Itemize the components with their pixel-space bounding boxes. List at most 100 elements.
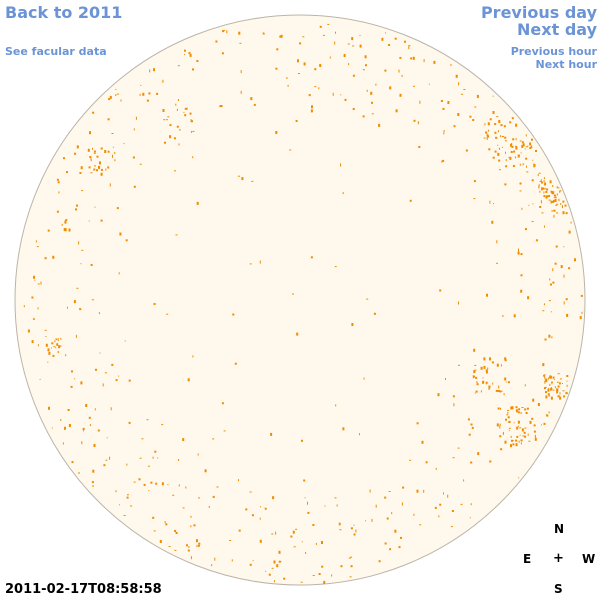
- facula-point: [89, 424, 91, 427]
- facula-point: [485, 383, 487, 385]
- facula-point: [541, 181, 544, 184]
- facula-point: [541, 424, 542, 426]
- facula-point: [528, 440, 531, 442]
- facula-point: [93, 152, 96, 154]
- facula-point: [297, 73, 300, 74]
- facula-point: [460, 93, 463, 95]
- facula-point: [39, 379, 41, 380]
- facula-point: [513, 150, 516, 153]
- previous-hour-link[interactable]: Previous hour: [510, 45, 597, 58]
- facula-point: [513, 422, 515, 424]
- facula-point: [500, 390, 503, 392]
- facula-point: [443, 492, 444, 495]
- facula-point: [516, 426, 519, 430]
- back-to-year-link[interactable]: Back to 2011: [5, 3, 123, 22]
- facula-point: [502, 431, 504, 435]
- facula-point: [558, 382, 561, 385]
- facula-point: [473, 180, 476, 183]
- facula-point: [275, 131, 278, 134]
- facula-point: [545, 395, 548, 399]
- facula-point: [550, 283, 552, 286]
- facula-point: [334, 497, 337, 499]
- facula-point: [169, 124, 172, 127]
- facula-point: [110, 407, 112, 411]
- next-hour-link[interactable]: Next hour: [535, 58, 598, 71]
- facula-point: [65, 354, 67, 357]
- facula-point: [133, 128, 135, 131]
- facula-point: [503, 393, 505, 396]
- facula-point: [508, 427, 511, 429]
- facula-point: [88, 416, 91, 419]
- facula-point: [546, 188, 549, 191]
- facula-point: [85, 404, 88, 407]
- previous-day-link[interactable]: Previous day: [480, 3, 597, 22]
- facula-point: [237, 175, 240, 177]
- facula-point: [399, 93, 402, 97]
- facula-point: [492, 111, 495, 114]
- facula-point: [179, 128, 181, 131]
- facula-point: [80, 166, 83, 170]
- facula-point: [103, 464, 106, 467]
- next-day-link[interactable]: Next day: [517, 20, 597, 39]
- facula-point: [70, 385, 73, 388]
- facula-point: [318, 573, 321, 575]
- facula-point: [543, 180, 545, 183]
- facula-point: [500, 135, 502, 138]
- facula-point: [117, 93, 119, 95]
- facula-point: [500, 407, 501, 410]
- facula-point: [498, 120, 501, 123]
- facula-point: [469, 115, 472, 118]
- compass-south-label: S: [554, 582, 563, 596]
- facula-point: [93, 150, 96, 153]
- facula-point: [223, 430, 226, 432]
- facula-point: [164, 141, 166, 144]
- facula-point: [421, 440, 424, 444]
- facula-point: [409, 199, 412, 202]
- facula-point: [442, 107, 445, 110]
- facula-point: [519, 434, 521, 436]
- facula-point: [487, 122, 490, 126]
- facula-point: [558, 198, 560, 201]
- facula-point: [475, 376, 478, 379]
- facula-point: [53, 346, 56, 348]
- facula-point: [489, 118, 492, 121]
- facula-point: [547, 378, 549, 381]
- facula-point: [535, 150, 537, 152]
- facula-point: [542, 187, 545, 190]
- facula-point: [163, 119, 166, 121]
- see-facular-data-link[interactable]: See facular data: [5, 45, 107, 58]
- facula-point: [463, 89, 466, 90]
- facula-point: [553, 197, 556, 199]
- facula-point: [334, 41, 336, 45]
- solar-disk: [14, 14, 586, 586]
- facula-point: [340, 163, 341, 167]
- facula-point: [518, 248, 519, 252]
- facula-point: [439, 289, 442, 292]
- facula-point: [525, 412, 528, 414]
- facula-point: [519, 182, 522, 185]
- facula-point: [186, 107, 188, 110]
- facula-point: [295, 120, 298, 122]
- facula-point: [192, 130, 195, 132]
- facula-point: [505, 418, 507, 421]
- compass-west-label: W: [582, 552, 596, 566]
- facula-point: [304, 497, 306, 499]
- facula-point: [524, 427, 527, 429]
- facula-point: [548, 387, 550, 389]
- facula-point: [55, 347, 57, 349]
- facula-point: [353, 524, 355, 526]
- facula-point: [310, 256, 313, 259]
- facula-point: [556, 391, 559, 394]
- facula-point: [384, 542, 387, 545]
- facula-point: [389, 548, 392, 551]
- facula-point: [238, 479, 239, 482]
- facula-point: [508, 429, 510, 431]
- facula-point: [364, 55, 367, 59]
- facula-point: [95, 368, 97, 371]
- facula-point: [457, 447, 460, 449]
- facula-point: [57, 181, 60, 184]
- facula-point: [58, 191, 60, 194]
- facula-point: [240, 70, 242, 74]
- facula-point: [483, 137, 486, 139]
- facula-point: [557, 395, 560, 398]
